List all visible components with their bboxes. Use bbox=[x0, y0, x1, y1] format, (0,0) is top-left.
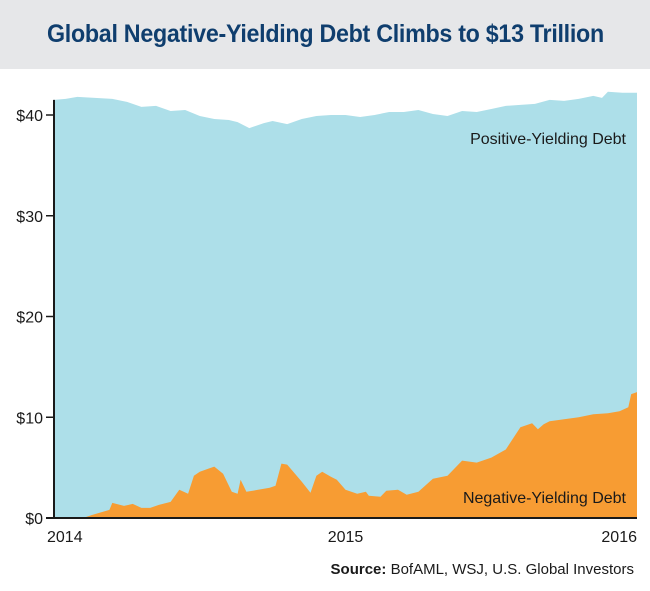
source-label: Source: bbox=[330, 561, 387, 578]
y-tick-label: $0 bbox=[25, 511, 43, 528]
chart-area: $0 $10 $20 $30 $40 2014 2015 2016 Positive-Yield… bbox=[16, 91, 637, 546]
x-tick-label: 2014 bbox=[47, 529, 83, 546]
chart-title: Global Negative-Yielding Debt Climbs to … bbox=[46, 20, 604, 48]
positive-yielding-label: Positive-Yielding Debt bbox=[470, 131, 626, 148]
y-tick-label: $30 bbox=[16, 209, 43, 226]
source-text: BofAML, WSJ, U.S. Global Investors bbox=[390, 561, 634, 578]
y-tick-label: $40 bbox=[16, 108, 43, 125]
source-note: Source: BofAML, WSJ, U.S. Global Investo… bbox=[331, 561, 634, 578]
x-tick-label: 2016 bbox=[601, 529, 637, 546]
y-tick-label: $10 bbox=[16, 410, 43, 427]
x-tick-label: 2015 bbox=[328, 529, 364, 546]
title-bar: Global Negative-Yielding Debt Climbs to … bbox=[0, 0, 650, 69]
y-tick-label: $20 bbox=[16, 310, 43, 327]
negative-yielding-label: Negative-Yielding Debt bbox=[463, 490, 627, 507]
positive-yielding-area bbox=[54, 91, 637, 519]
negative-yielding-area bbox=[54, 392, 637, 518]
